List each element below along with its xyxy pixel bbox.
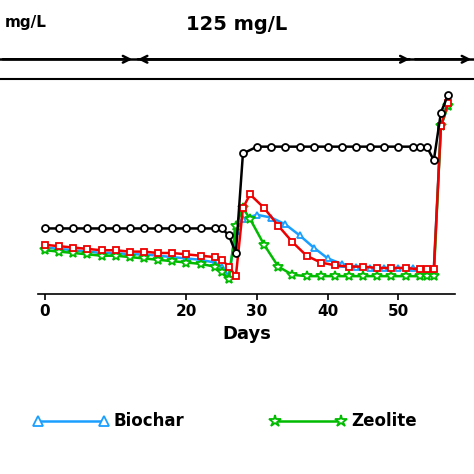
- Text: 125 mg/L: 125 mg/L: [186, 15, 288, 34]
- Text: Biochar: Biochar: [114, 412, 184, 430]
- Text: Zeolite: Zeolite: [351, 412, 416, 430]
- Text: mg/L: mg/L: [5, 15, 46, 30]
- X-axis label: Days: Days: [222, 325, 271, 343]
